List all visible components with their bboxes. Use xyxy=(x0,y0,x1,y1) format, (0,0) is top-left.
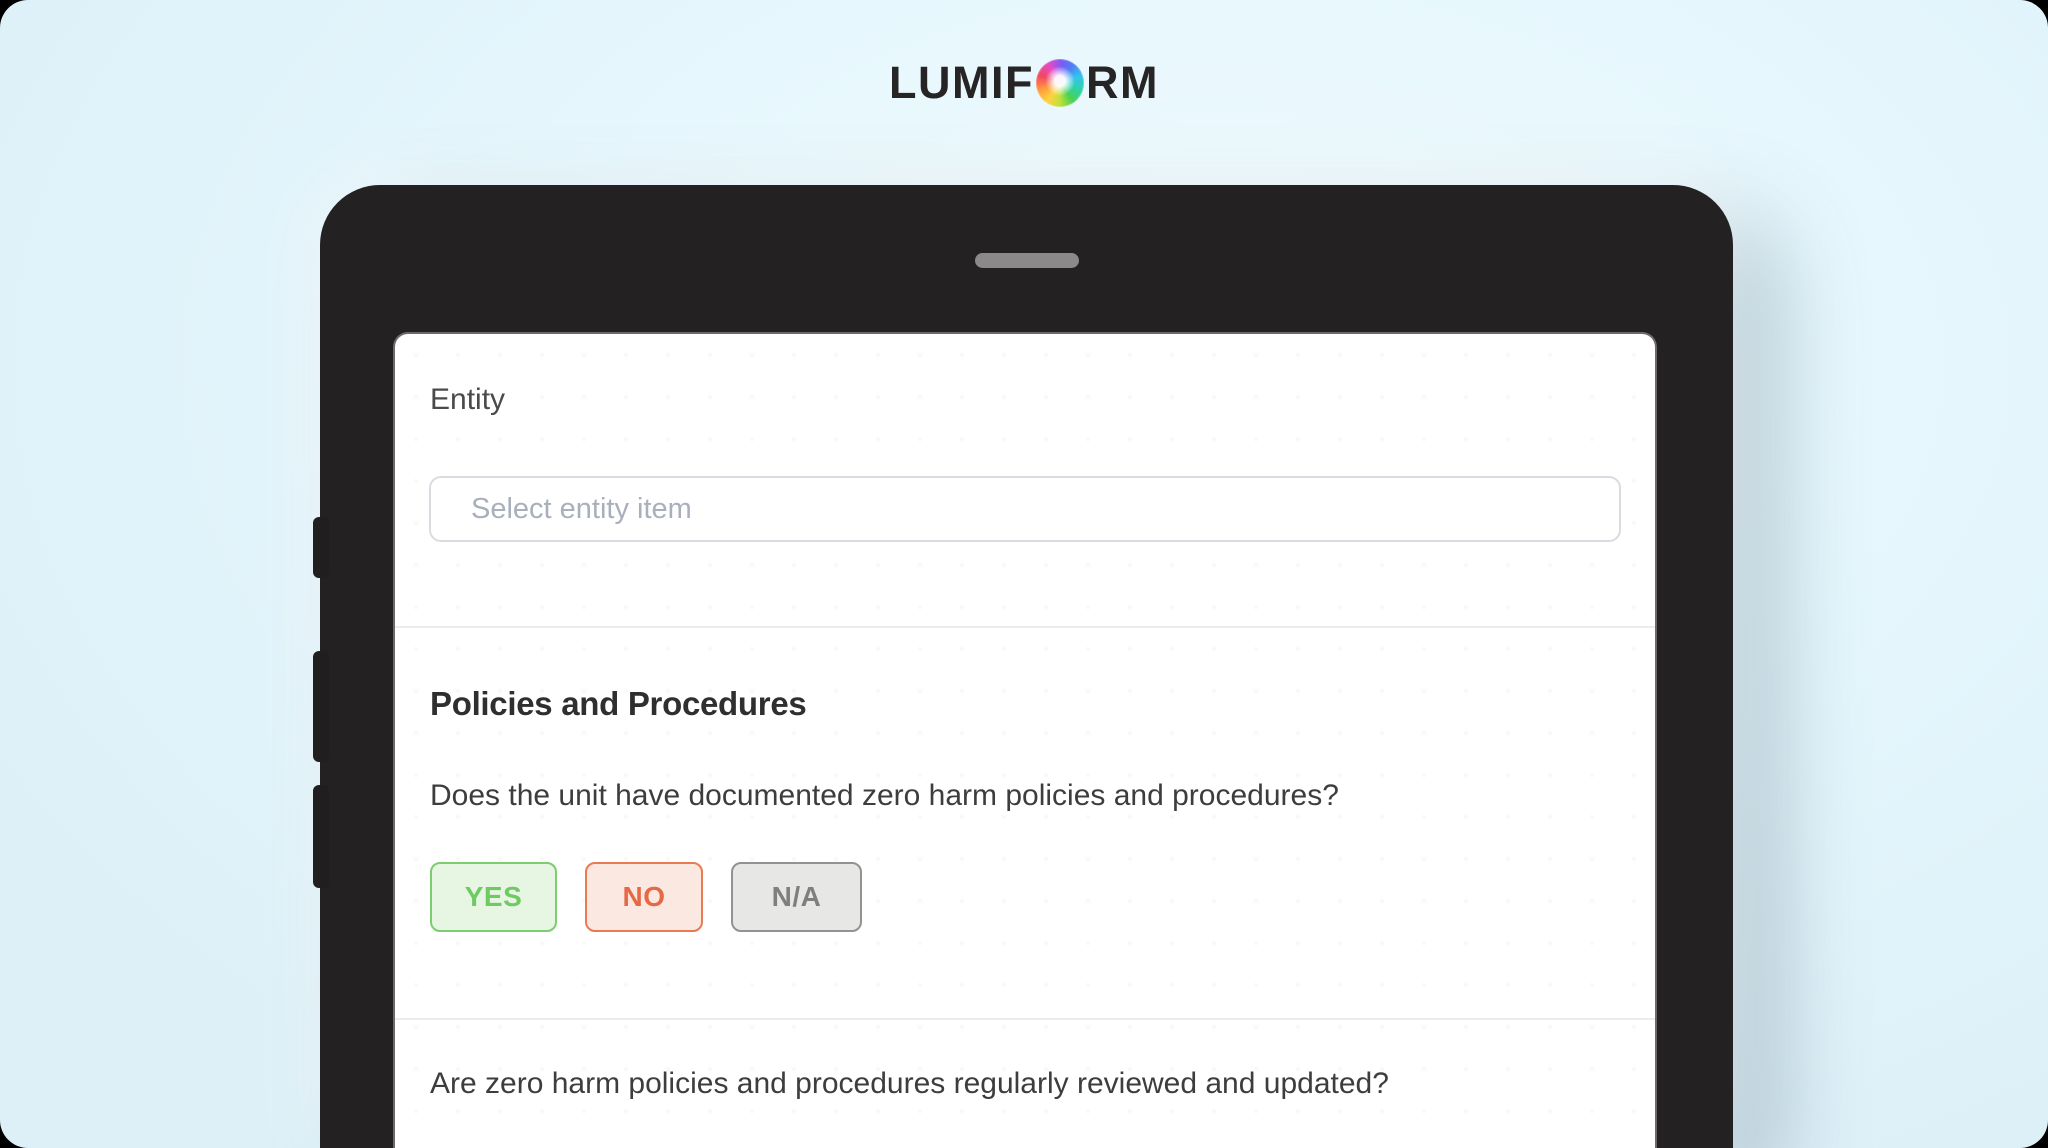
rainbow-flower-o-icon xyxy=(1035,59,1084,107)
tablet-volume-down-button xyxy=(313,785,329,888)
answer-yes-button[interactable]: YES xyxy=(430,862,557,932)
tablet-power-button xyxy=(313,517,329,578)
logo-wordmark-right: RM xyxy=(1085,56,1159,108)
tablet-frame: Entity Policies and Procedures Does the … xyxy=(313,185,1733,1148)
entity-field-label: Entity xyxy=(430,383,506,416)
lumiform-logo: LUMIF RM xyxy=(0,56,2048,108)
section-title: Policies and Procedures xyxy=(430,685,807,722)
question-text: Are zero harm policies and procedures re… xyxy=(430,1067,1389,1100)
section-divider xyxy=(395,1018,1655,1020)
entity-select-input[interactable] xyxy=(429,476,1621,542)
section-divider xyxy=(395,626,1655,628)
answer-no-button[interactable]: NO xyxy=(585,862,703,932)
question-text: Does the unit have documented zero harm … xyxy=(430,779,1339,812)
answer-na-button[interactable]: N/A xyxy=(731,862,862,932)
answer-options-row: YES NO N/A xyxy=(430,862,862,932)
tablet-speaker-notch xyxy=(975,253,1079,268)
form-card: Entity Policies and Procedures Does the … xyxy=(393,332,1657,1148)
tablet-volume-up-button xyxy=(313,651,329,762)
logo-wordmark-left: LUMIF xyxy=(889,56,1034,108)
